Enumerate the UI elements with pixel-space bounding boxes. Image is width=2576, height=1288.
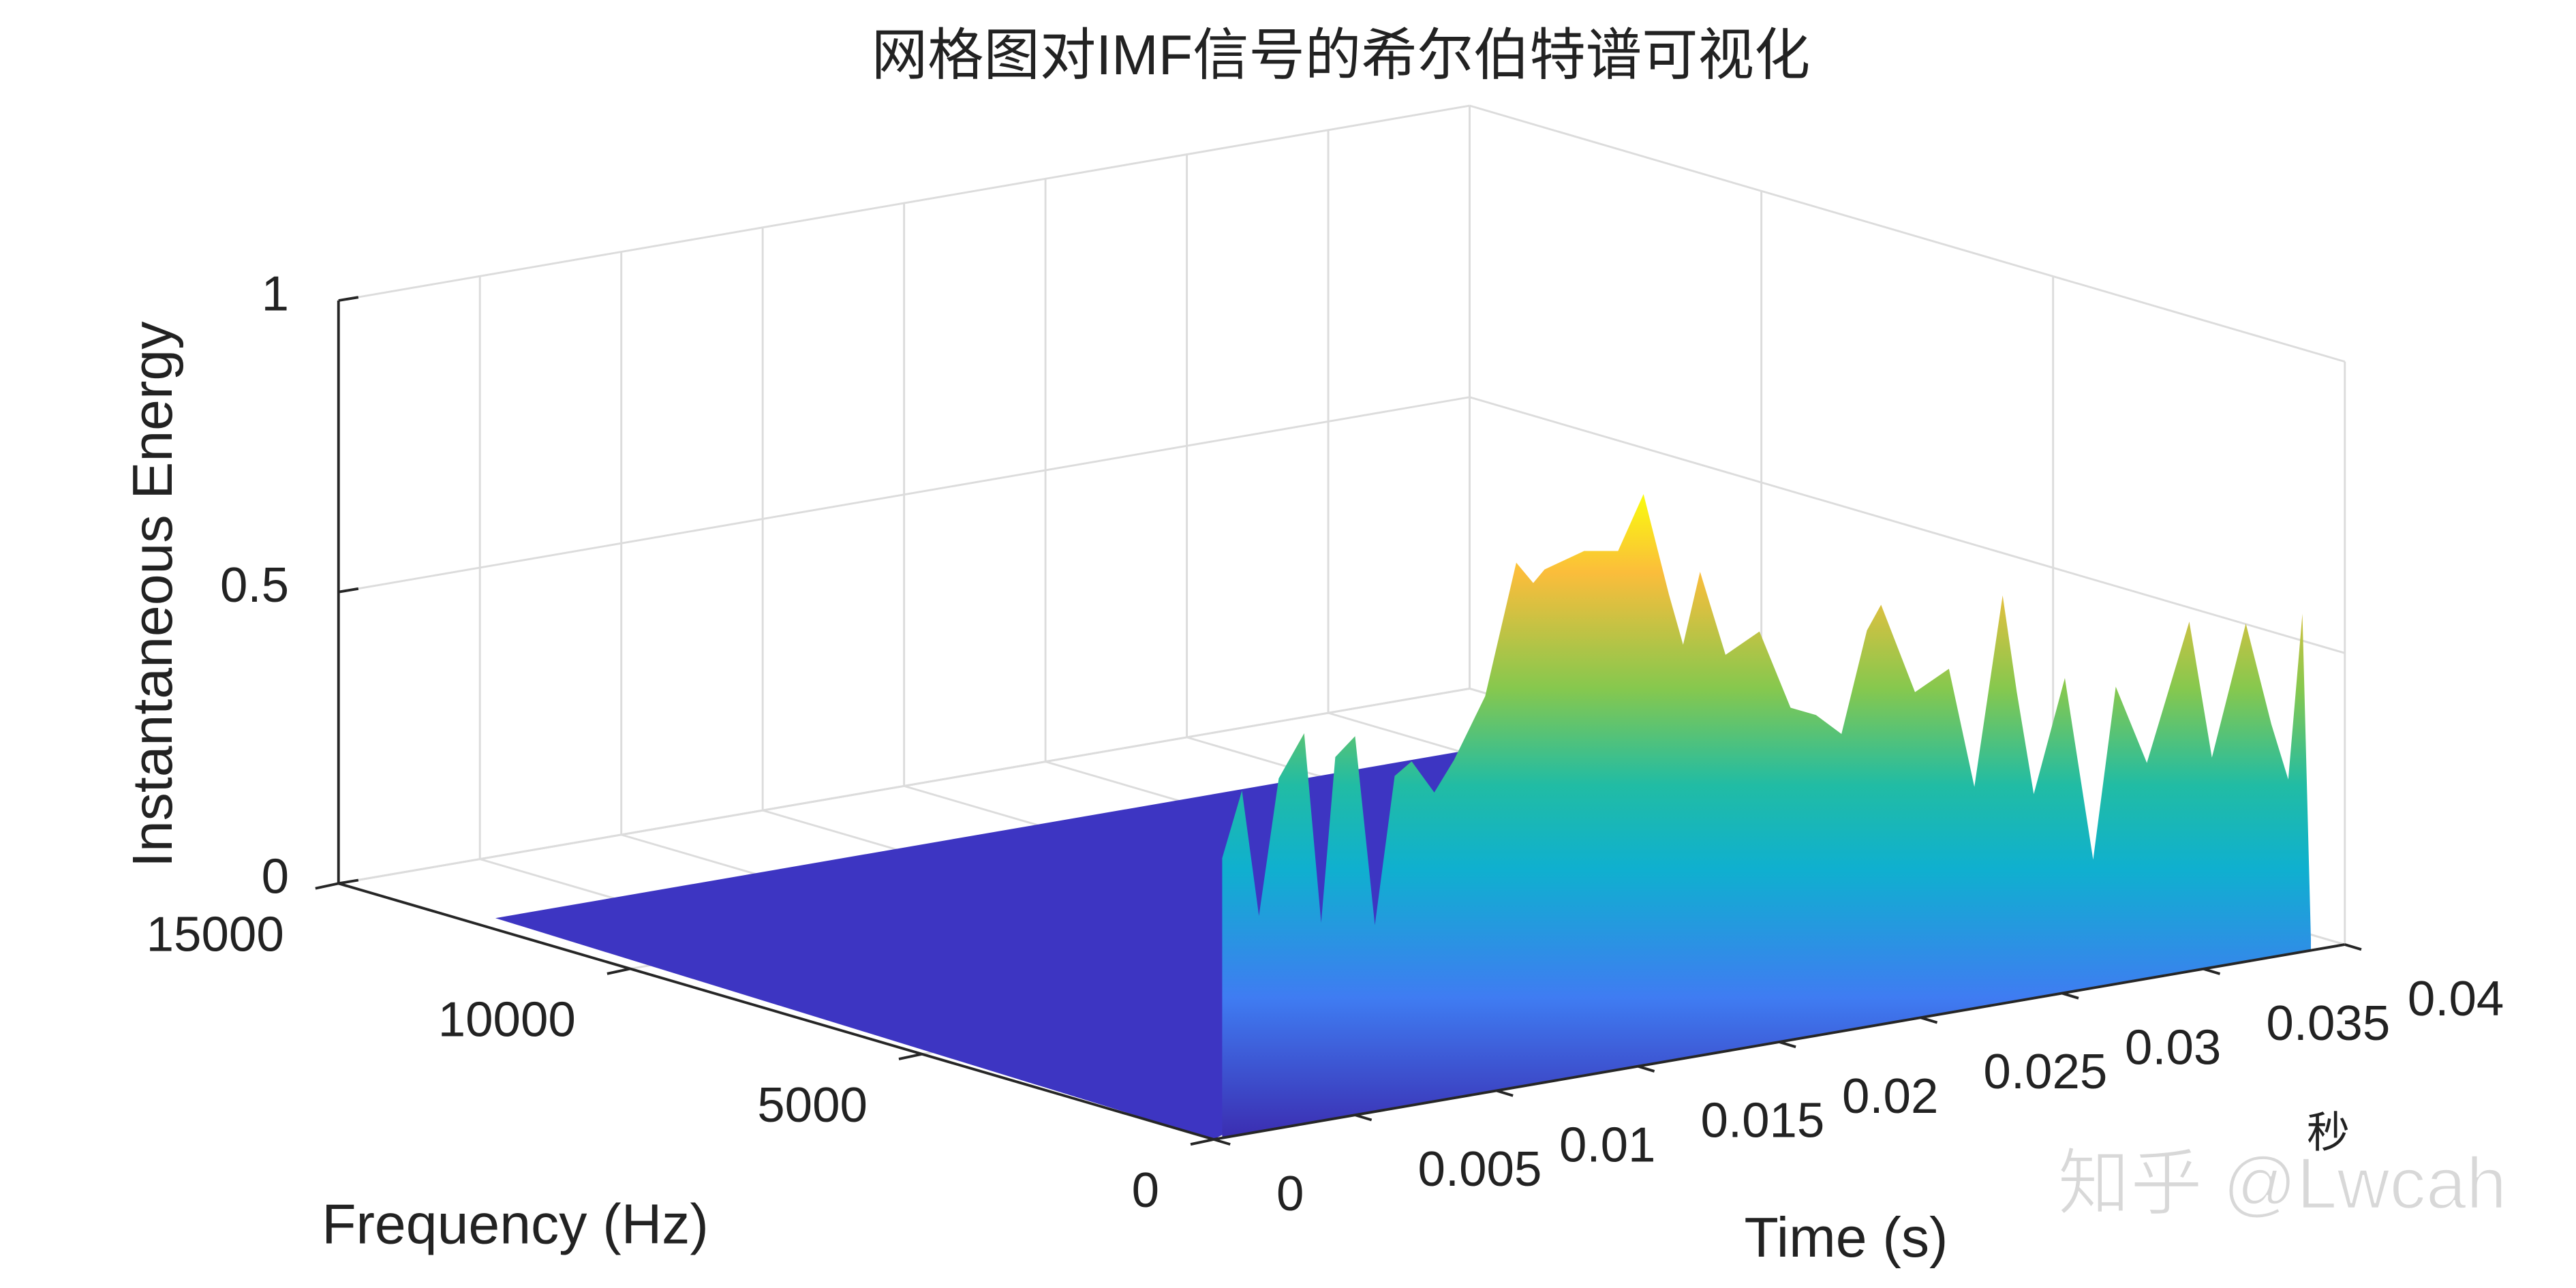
- x-tick: [1920, 1016, 1938, 1024]
- y-axis: [338, 882, 1214, 1141]
- x-axis-label: Time (s): [1745, 1206, 1948, 1269]
- grid-line: [338, 687, 1470, 885]
- energy-surface: [1222, 494, 2311, 1138]
- x-tick-label: 0: [1276, 1166, 1304, 1221]
- y-tick-label: 15000: [147, 907, 284, 962]
- surface: [1222, 494, 2311, 1138]
- x-tick: [1213, 1138, 1231, 1146]
- x-tick-label: 0.035: [2266, 996, 2390, 1051]
- z-tick-label: 0.5: [220, 557, 289, 613]
- x-tick-label: 0.025: [1983, 1044, 2107, 1099]
- y-tick: [315, 882, 339, 890]
- x-tick-label: 0.04: [2408, 971, 2504, 1026]
- x-tick: [1779, 1041, 1796, 1049]
- x-tick: [1496, 1089, 1514, 1097]
- x-tick-label: 0.01: [1559, 1117, 1655, 1172]
- x-tick: [2203, 967, 2221, 975]
- x-tick-label: 0.02: [1842, 1069, 1938, 1124]
- y-tick: [1190, 1138, 1214, 1146]
- z-axis-label: Instantaneous Energy: [121, 321, 184, 868]
- floor-surface: [495, 751, 1462, 1139]
- z-tick-label: 1: [262, 266, 289, 321]
- x-tick: [2344, 943, 2362, 951]
- grid-line: [338, 396, 1470, 594]
- grid-line: [338, 104, 1470, 302]
- y-tick: [607, 967, 631, 975]
- z-tick: [338, 587, 359, 594]
- x-tick-label: 0.015: [1700, 1093, 1824, 1148]
- x-tick: [1637, 1064, 1655, 1073]
- watermark: 知乎 @Lwcah: [2057, 1142, 2506, 1224]
- y-tick-label: 0: [1132, 1163, 1159, 1218]
- y-tick-label: 10000: [438, 992, 576, 1047]
- chart-title: 网格图对IMF信号的希尔伯特谱可视化: [872, 24, 1810, 87]
- x-tick-label: 0.03: [2125, 1019, 2221, 1075]
- unit-annotation: 秒: [2307, 1109, 2350, 1157]
- x-tick: [1354, 1114, 1373, 1122]
- z-tick: [338, 296, 359, 302]
- z-tick: [338, 878, 359, 885]
- y-tick: [898, 1052, 923, 1060]
- y-axis-label: Frequency (Hz): [322, 1193, 709, 1256]
- grid-line: [1469, 396, 2346, 654]
- grid-line: [1469, 104, 2346, 363]
- y-tick-label: 5000: [757, 1077, 868, 1133]
- z-tick-label: 0: [262, 849, 289, 904]
- x-tick: [2061, 992, 2079, 1000]
- x-tick-label: 0.005: [1418, 1141, 1542, 1197]
